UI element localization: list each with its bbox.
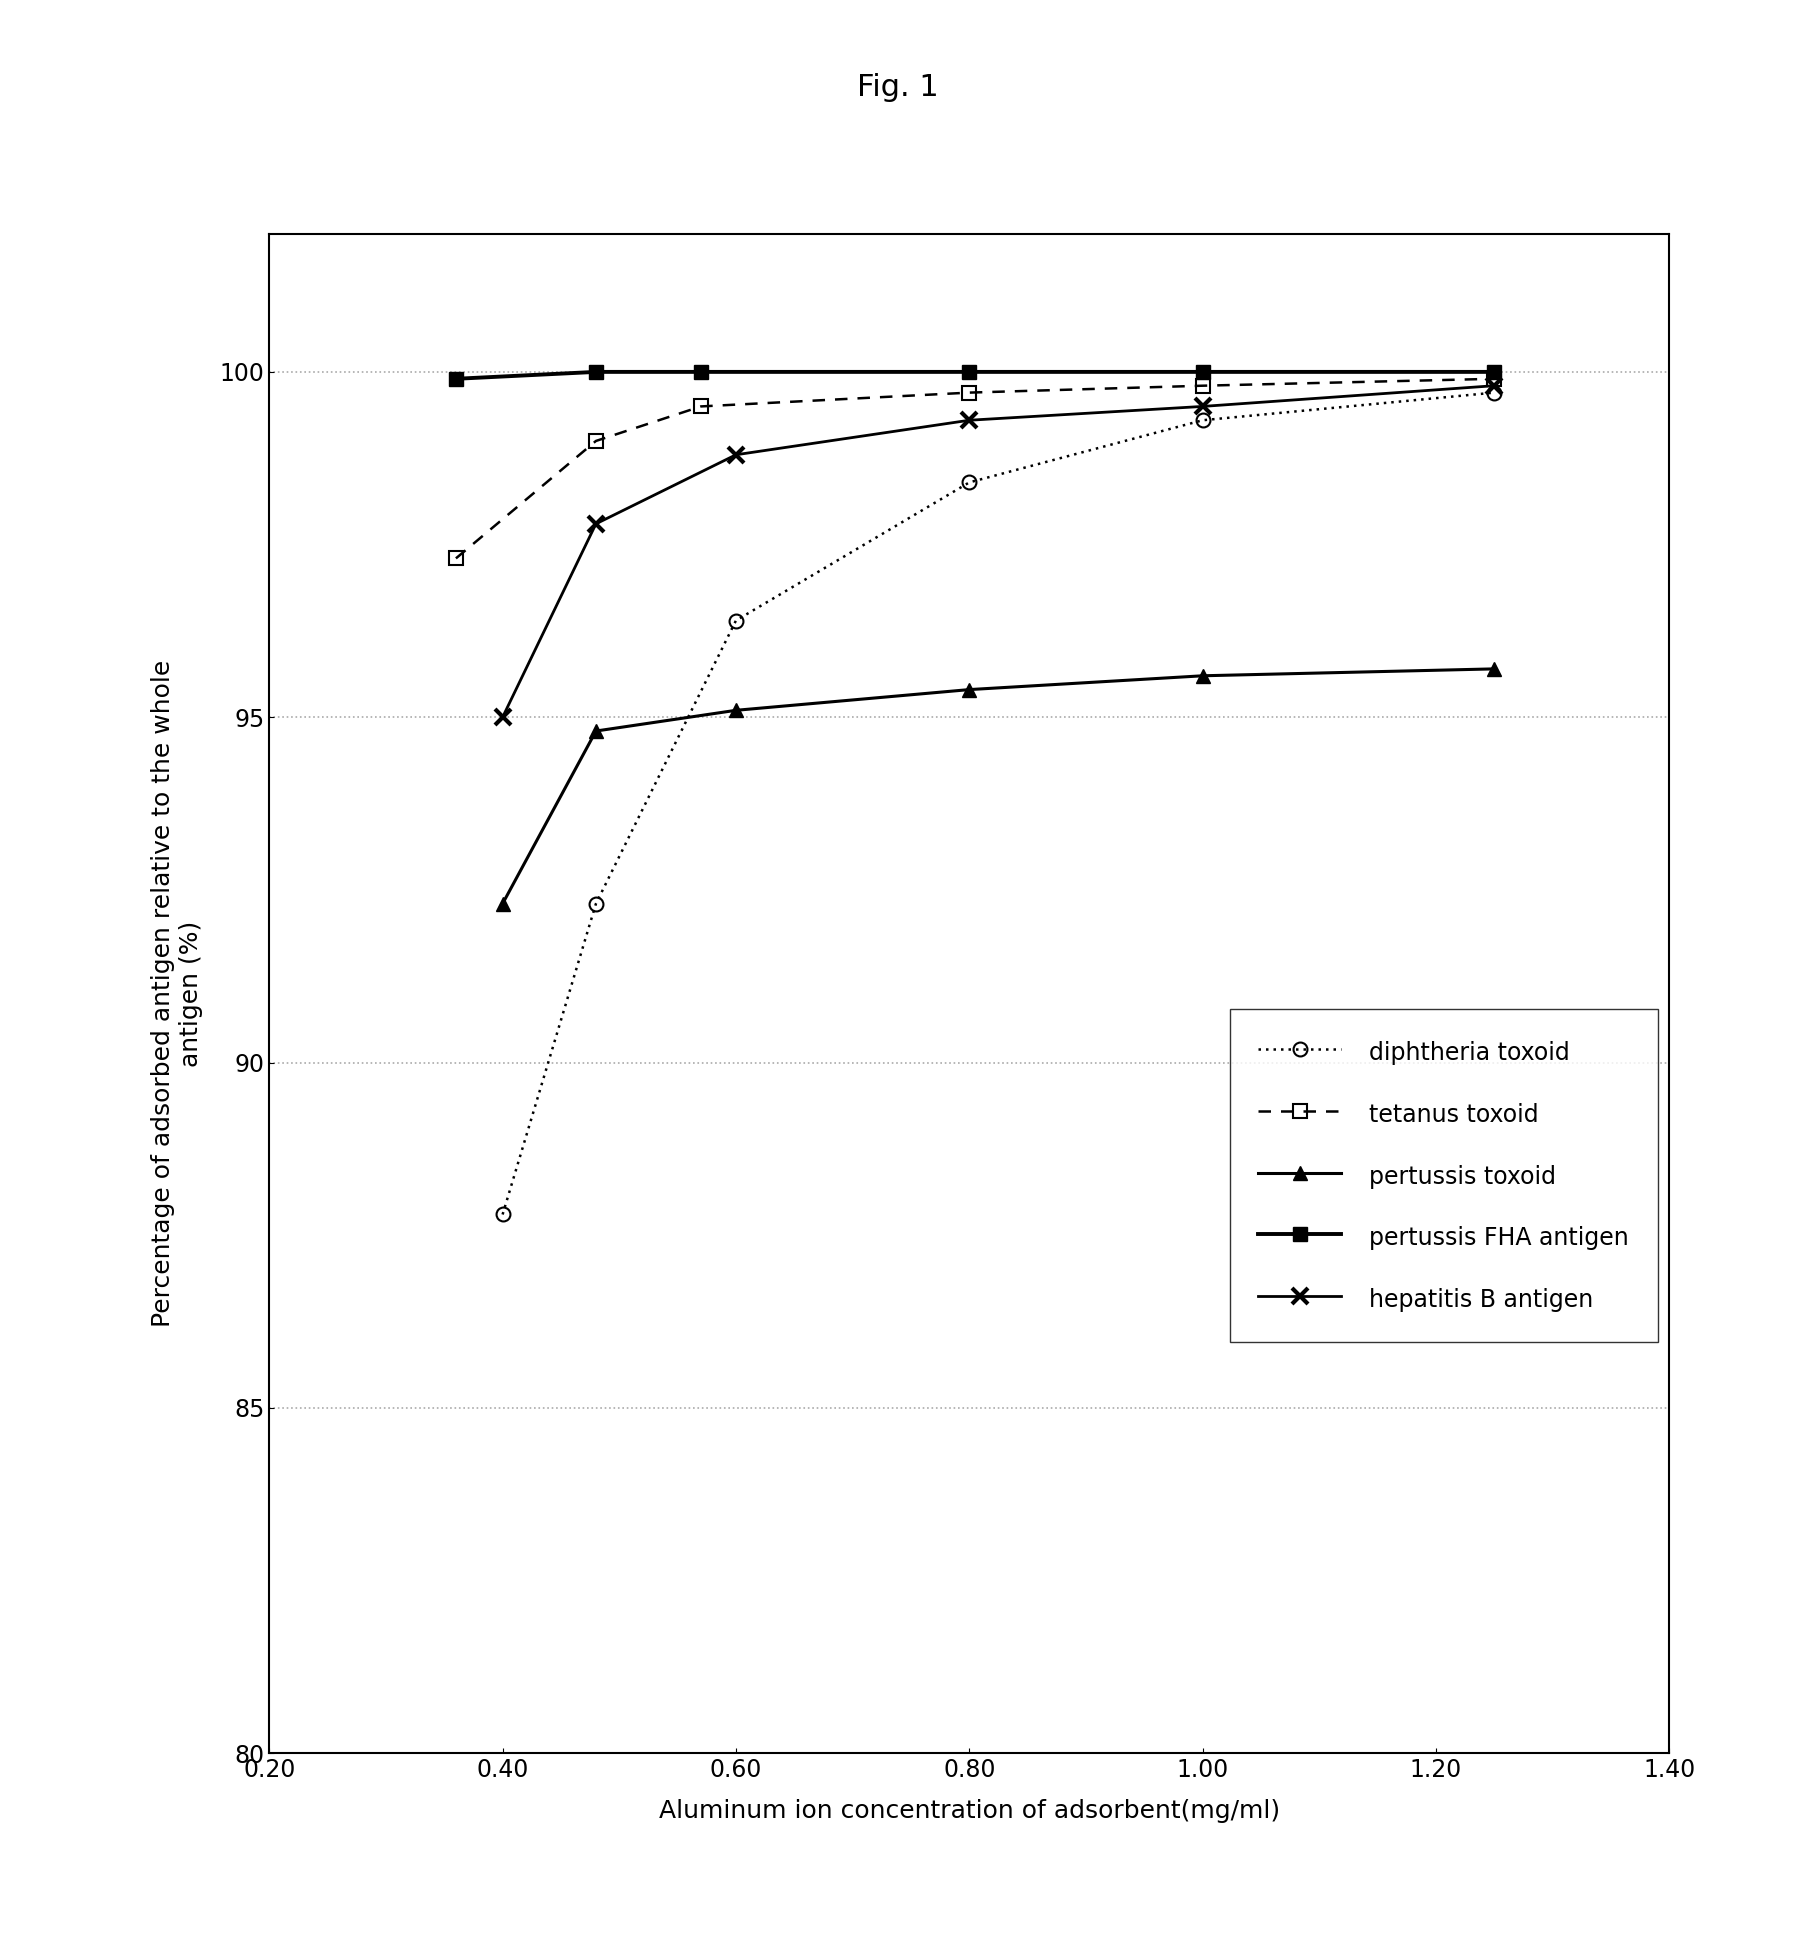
tetanus toxoid <box>1484 366 1506 390</box>
hepatitis B antigen <box>725 442 747 466</box>
pertussis FHA antigen <box>445 366 467 390</box>
pertussis FHA antigen <box>1484 360 1506 384</box>
Line: tetanus toxoid: tetanus toxoid <box>449 372 1501 565</box>
tetanus toxoid <box>445 547 467 571</box>
pertussis toxoid <box>492 892 513 916</box>
pertussis toxoid <box>1484 656 1506 680</box>
pertussis FHA antigen <box>585 360 607 384</box>
Legend: diphtheria toxoid, tetanus toxoid, pertussis toxoid, pertussis FHA antigen, hepa: diphtheria toxoid, tetanus toxoid, pertu… <box>1230 1009 1657 1342</box>
diphtheria toxoid <box>1484 382 1506 405</box>
diphtheria toxoid <box>725 610 747 633</box>
Line: pertussis toxoid: pertussis toxoid <box>495 662 1501 910</box>
pertussis toxoid <box>959 678 980 701</box>
hepatitis B antigen <box>492 705 513 729</box>
Line: hepatitis B antigen: hepatitis B antigen <box>494 378 1502 725</box>
hepatitis B antigen <box>1192 395 1213 419</box>
hepatitis B antigen <box>585 512 607 536</box>
Line: pertussis FHA antigen: pertussis FHA antigen <box>449 364 1501 386</box>
diphtheria toxoid <box>585 892 607 916</box>
X-axis label: Aluminum ion concentration of adsorbent(mg/ml): Aluminum ion concentration of adsorbent(… <box>659 1798 1280 1823</box>
tetanus toxoid <box>691 395 713 419</box>
Line: diphtheria toxoid: diphtheria toxoid <box>495 386 1501 1221</box>
diphtheria toxoid <box>1192 409 1213 432</box>
diphtheria toxoid <box>959 471 980 495</box>
hepatitis B antigen <box>959 409 980 432</box>
pertussis toxoid <box>585 719 607 742</box>
pertussis FHA antigen <box>1192 360 1213 384</box>
pertussis FHA antigen <box>691 360 713 384</box>
pertussis toxoid <box>725 699 747 723</box>
tetanus toxoid <box>1192 374 1213 397</box>
Text: Fig. 1: Fig. 1 <box>856 74 939 101</box>
hepatitis B antigen <box>1484 374 1506 397</box>
diphtheria toxoid <box>492 1202 513 1225</box>
tetanus toxoid <box>959 382 980 405</box>
Y-axis label: Percentage of adsorbed antigen relative to the whole
antigen (%): Percentage of adsorbed antigen relative … <box>151 660 203 1327</box>
tetanus toxoid <box>585 429 607 452</box>
pertussis toxoid <box>1192 664 1213 688</box>
pertussis FHA antigen <box>959 360 980 384</box>
